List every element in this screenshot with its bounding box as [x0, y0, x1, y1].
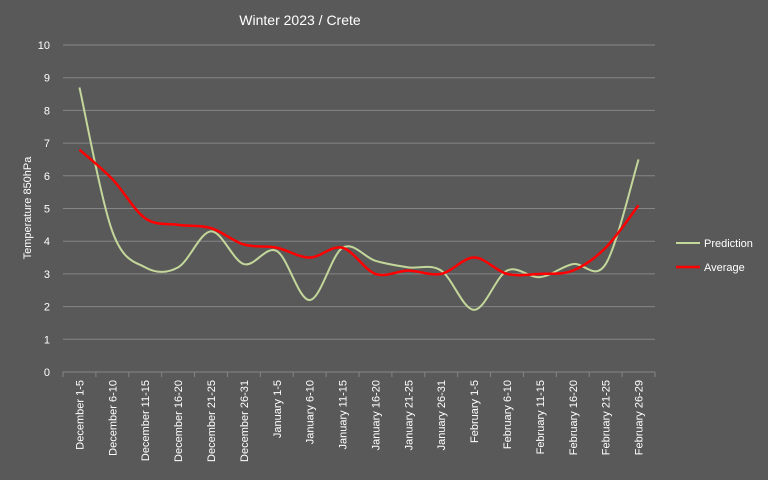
x-tick-label: February 6-10	[502, 380, 514, 449]
y-tick-label: 7	[44, 138, 50, 150]
y-tick-label: 1	[44, 334, 50, 346]
x-tick-label: December 21-25	[206, 380, 218, 462]
series-lines	[78, 87, 640, 311]
x-tick-label: January 1-5	[272, 380, 284, 438]
x-tick-label: February 11-15	[535, 380, 547, 454]
x-tick-labels: December 1-5 December 6-10 December 11-15 D…	[62, 372, 656, 462]
x-tick-label: December 11-15	[140, 380, 152, 461]
y-tick-label: 6	[44, 171, 50, 183]
y-tick-label: 0	[44, 367, 50, 379]
x-tick-label: December 6-10	[107, 380, 119, 456]
legend-label: Prediction	[704, 238, 753, 250]
y-tick-label: 2	[44, 302, 50, 314]
x-tick-label: January 6-10	[305, 380, 317, 444]
x-tick-label: January 26-31	[436, 380, 448, 450]
x-tick-label: January 11-15	[338, 380, 350, 450]
y-tick-label: 9	[44, 73, 50, 85]
x-tick-label: February 26-29	[634, 380, 646, 455]
x-tick-label: February 21-25	[601, 380, 613, 455]
gridlines	[63, 44, 655, 373]
y-tick-label: 4	[44, 236, 50, 248]
x-tick-label: February 1-5	[469, 380, 481, 443]
x-tick-label: February 16-20	[568, 380, 580, 455]
y-tick-labels: 0 1 2 3 4 5 6 7 8 9 10	[38, 40, 50, 379]
y-tick-label: 5	[44, 204, 50, 216]
x-tick-label: January 21-25	[403, 380, 415, 450]
y-tick-label: 10	[38, 40, 50, 52]
y-tick-label: 3	[44, 269, 50, 281]
y-tick-label: 8	[44, 105, 50, 117]
legend-label: Average	[704, 262, 745, 274]
legend: Prediction Average	[676, 238, 753, 274]
chart-title: Winter 2023 / Crete	[239, 12, 361, 28]
x-tick-label: January 16-20	[370, 380, 382, 450]
y-axis-label: Temperature 850hPa	[22, 156, 34, 260]
series-line-average	[78, 148, 640, 277]
x-tick-label: December 26-31	[239, 380, 251, 462]
x-tick-label: December 16-20	[173, 380, 185, 462]
x-tick-label: December 1-5	[74, 380, 86, 450]
